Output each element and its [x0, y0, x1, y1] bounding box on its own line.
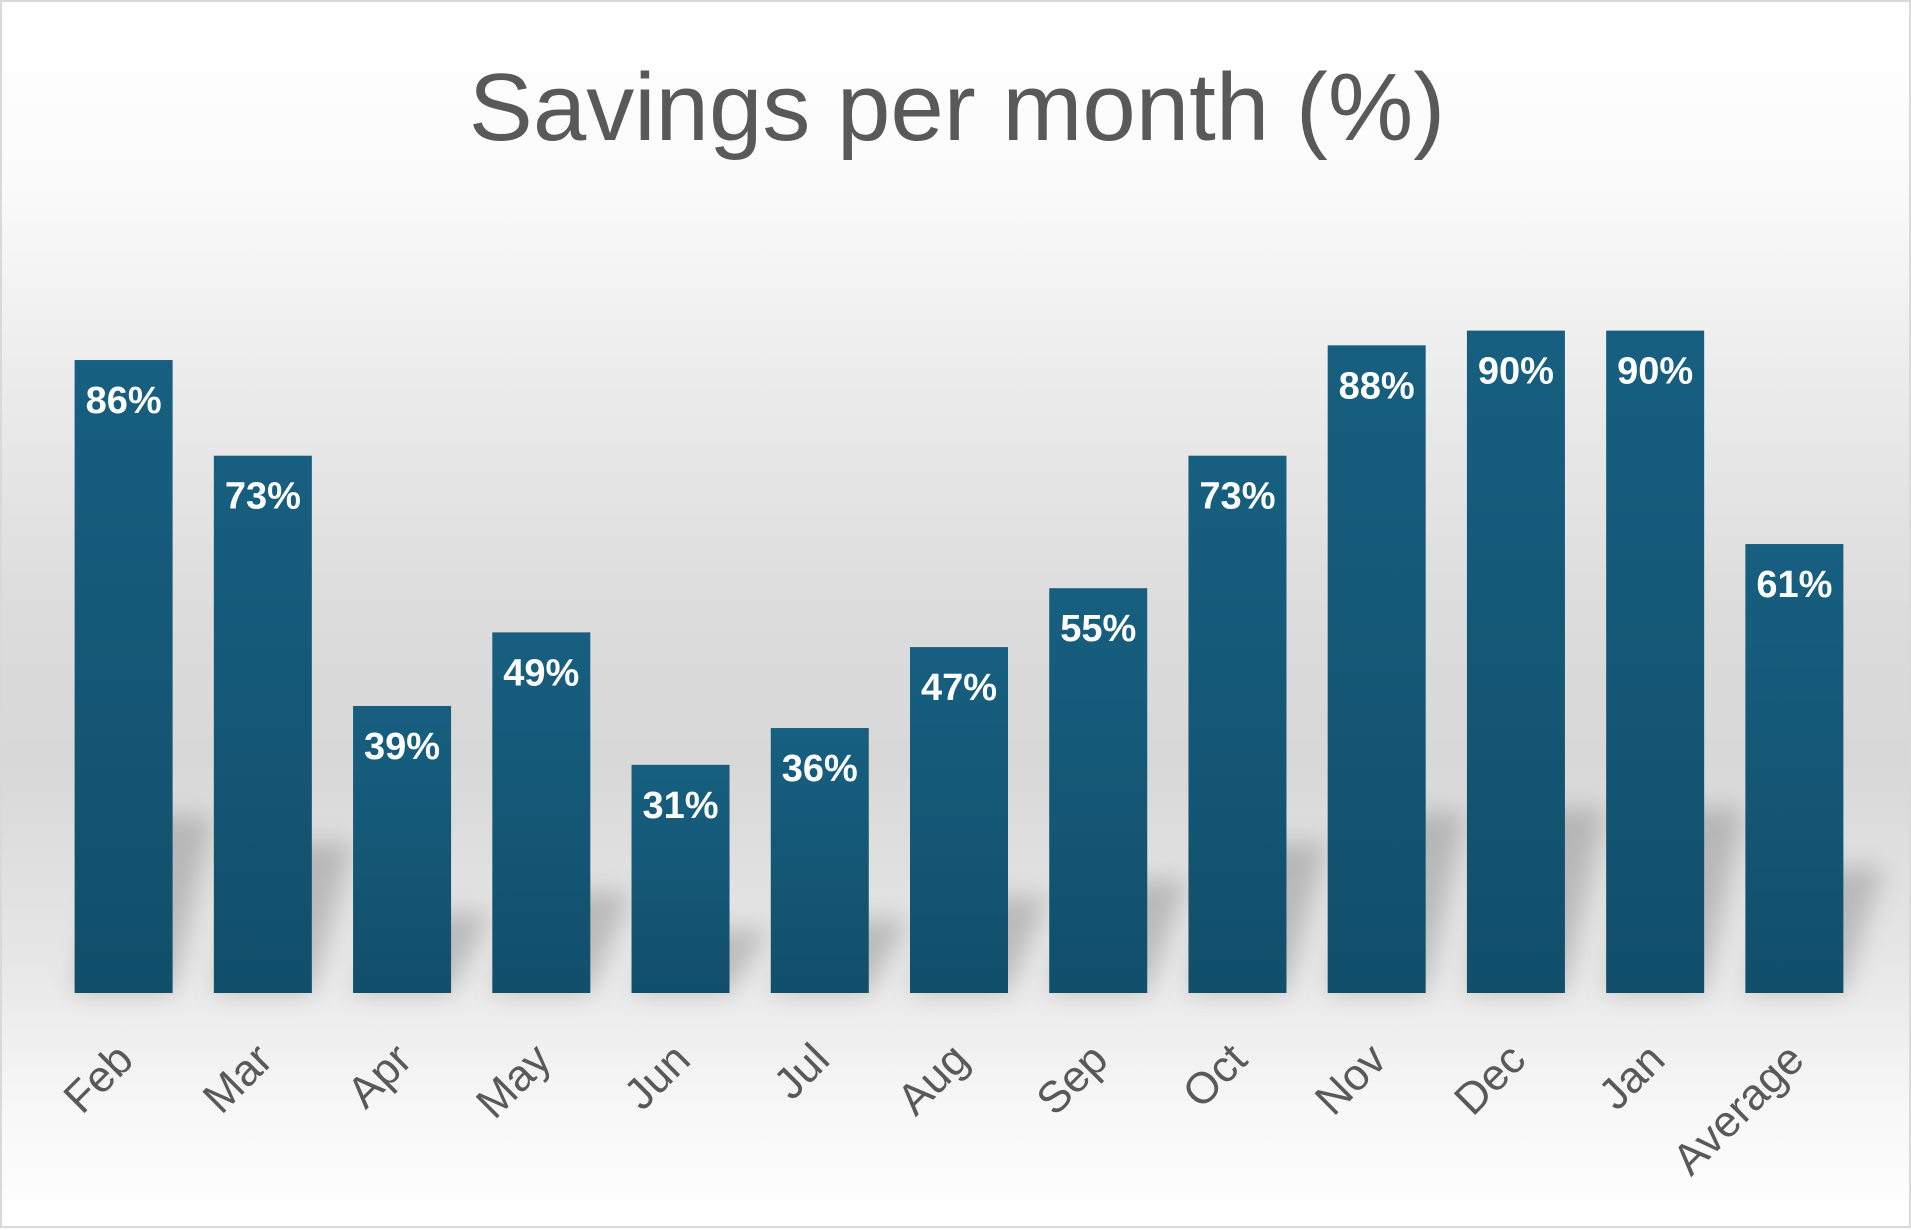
- data-label-may: 49%: [503, 652, 579, 694]
- x-axis-tick-labels: Feb Mar Apr May Jun Jul Aug Sep Oct Nov Dec JanAver…: [54, 1034, 1813, 1184]
- data-labels-layer: 86% 73% 39% 49% 31% 36% 47% 55% 73% 88% 90% 90% 61%: [86, 351, 1833, 827]
- tick-label-dec: Dec: [1445, 1034, 1535, 1124]
- data-label-feb: 86%: [86, 380, 162, 422]
- bar-mar: [213, 455, 312, 994]
- data-label-nov: 88%: [1339, 365, 1415, 407]
- bar-oct: [1188, 455, 1287, 994]
- bar-apr: [353, 705, 452, 993]
- chart-title: Savings per month (%): [469, 54, 1445, 161]
- data-label-dec: 90%: [1478, 351, 1554, 393]
- bar-jul: [770, 728, 869, 993]
- tick-label-feb: Feb: [54, 1034, 142, 1122]
- bars-layer: [74, 330, 1844, 994]
- bar-average: [1745, 544, 1844, 993]
- bar-jan: [1606, 330, 1705, 994]
- tick-label-may: May: [467, 1034, 560, 1127]
- data-label-sep: 55%: [1060, 608, 1136, 650]
- tick-label-jan: Jan: [1589, 1034, 1674, 1119]
- tick-label-aug: Aug: [888, 1034, 978, 1124]
- data-label-mar: 73%: [225, 476, 301, 518]
- data-label-average: 61%: [1756, 564, 1832, 606]
- tick-label-sep: Sep: [1027, 1034, 1117, 1124]
- data-label-jul: 36%: [782, 748, 858, 790]
- tick-label-jun: Jun: [615, 1034, 700, 1119]
- data-label-oct: 73%: [1199, 476, 1275, 518]
- tick-label-jul: Jul: [764, 1034, 838, 1108]
- bar-sep: [1049, 588, 1148, 993]
- data-label-apr: 39%: [364, 726, 440, 768]
- bar-aug: [910, 647, 1008, 993]
- bar-feb: [74, 360, 173, 993]
- bar-dec: [1466, 330, 1565, 994]
- bar-may: [492, 632, 591, 993]
- bar-jun: [631, 764, 730, 993]
- tick-label-apr: Apr: [338, 1034, 421, 1117]
- tick-label-oct: Oct: [1173, 1034, 1256, 1117]
- tick-label-average: Average: [1663, 1034, 1813, 1184]
- bar-nov: [1327, 345, 1426, 993]
- data-label-jun: 31%: [643, 785, 719, 827]
- data-label-aug: 47%: [921, 667, 997, 709]
- tick-label-mar: Mar: [194, 1034, 282, 1122]
- data-label-jan: 90%: [1617, 351, 1693, 393]
- tick-label-nov: Nov: [1306, 1034, 1396, 1124]
